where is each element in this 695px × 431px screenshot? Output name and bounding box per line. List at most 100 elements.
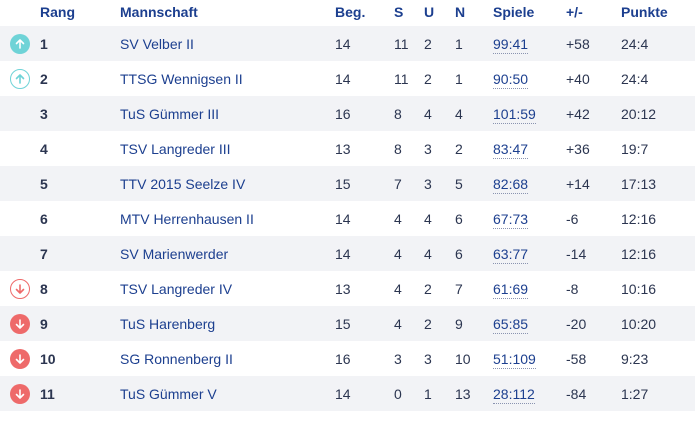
match-score-link[interactable]: 90:50 [493,70,529,89]
team-name[interactable]: TSV Langreder IV [120,280,233,297]
draws: 2 [424,70,432,87]
match-score-link[interactable]: 28:112 [493,385,535,404]
match-score[interactable]: 63:77 [493,236,566,271]
difference: +58 [566,35,590,52]
team-name[interactable]: SG Ronnenberg II [120,350,233,367]
draws: 3 [424,175,432,192]
header-s: S [394,4,404,20]
difference: +36 [566,140,590,157]
games-played: 14 [335,35,351,52]
trend-cell [0,306,40,341]
wins: 11 [394,35,409,52]
draws: 4 [424,210,432,227]
losses: 4 [455,105,463,122]
points: 12:16 [621,210,657,227]
match-score[interactable]: 51:109 [493,341,566,376]
match-score[interactable]: 90:50 [493,61,566,96]
match-score-link[interactable]: 63:77 [493,245,529,264]
header-row: Rang Mannschaft Beg. S U N Spiele +/- Pu… [0,0,695,26]
trend-cell [0,236,40,271]
table-row: 8 TSV Langreder IV 13 4 2 7 61:69 -8 10:16 [0,271,695,306]
games-played: 15 [335,315,351,332]
match-score[interactable]: 99:41 [493,26,566,61]
team-name[interactable]: TSV Langreder III [120,140,231,157]
team-name[interactable]: TuS Harenberg [120,315,216,332]
match-score-link[interactable]: 101:59 [493,105,536,124]
match-score-link[interactable]: 82:68 [493,175,529,194]
team-name[interactable]: TuS Gümmer V [120,385,217,402]
table-row: 2 TTSG Wennigsen II 14 11 2 1 90:50 +40 24:4 [0,61,695,96]
team-name[interactable]: TTSG Wennigsen II [120,70,243,87]
table-row: 6 MTV Herrenhausen II 14 4 4 6 67:73 -6 12:16 [0,201,695,236]
team-name[interactable]: MTV Herrenhausen II [120,210,254,227]
match-score-link[interactable]: 65:85 [493,315,529,334]
header-n: N [455,4,466,20]
table-row: 3 TuS Gümmer III 16 8 4 4 101:59 +42 20:12 [0,96,695,131]
points: 17:13 [621,175,657,192]
rank-cell: 6 [40,210,48,227]
points: 9:23 [621,350,649,367]
draws: 2 [424,315,432,332]
difference: -58 [566,350,587,367]
team-name[interactable]: TTV 2015 Seelze IV [120,175,246,192]
header-mannschaft: Mannschaft [120,4,198,20]
team-name[interactable]: SV Velber II [120,35,194,52]
trend-cell [0,376,40,411]
table-row: 4 TSV Langreder III 13 8 3 2 83:47 +36 19:7 [0,131,695,166]
header-u: U [424,4,435,20]
wins: 7 [394,175,402,192]
rank-cell: 11 [40,385,55,402]
match-score[interactable]: 82:68 [493,166,566,201]
match-score-link[interactable]: 67:73 [493,210,529,229]
difference: +40 [566,70,590,87]
match-score-link[interactable]: 83:47 [493,140,529,159]
trend-cell [0,201,40,236]
games-played: 14 [335,385,351,402]
trend-cell [0,61,40,96]
match-score[interactable]: 101:59 [493,96,566,131]
match-score[interactable]: 28:112 [493,376,566,411]
difference: -84 [566,385,587,402]
points: 12:16 [621,245,657,262]
losses: 1 [455,70,463,87]
difference: -6 [566,210,579,227]
games-played: 16 [335,350,351,367]
match-score-link[interactable]: 51:109 [493,350,536,369]
draws: 2 [424,35,432,52]
rank-cell: 9 [40,315,48,332]
match-score[interactable]: 65:85 [493,306,566,341]
team-name[interactable]: TuS Gümmer III [120,105,220,122]
draws: 4 [424,105,432,122]
wins: 8 [394,140,402,157]
losses: 9 [455,315,463,332]
difference: -20 [566,315,587,332]
table-row: 10 SG Ronnenberg II 16 3 3 10 51:109 -58 9:23 [0,341,695,376]
games-played: 14 [335,245,351,262]
losses: 13 [455,385,471,402]
header-spiele: Spiele [493,4,535,20]
points: 19:7 [621,140,649,157]
header-beg: Beg. [335,4,366,20]
losses: 7 [455,280,463,297]
losses: 2 [455,140,463,157]
table-row: 7 SV Marienwerder 14 4 4 6 63:77 -14 12:16 [0,236,695,271]
rank-cell: 1 [40,35,48,52]
trend-cell [0,26,40,61]
match-score-link[interactable]: 99:41 [493,35,529,54]
header-punkte: Punkte [621,4,668,20]
trend-cell [0,271,40,306]
points: 20:12 [621,105,657,122]
match-score[interactable]: 83:47 [493,131,566,166]
trend-cell [0,131,40,166]
table-row: 11 TuS Gümmer V 14 0 1 13 28:112 -84 1:27 [0,376,695,411]
match-score-link[interactable]: 61:69 [493,280,529,299]
losses: 10 [455,350,471,367]
match-score[interactable]: 67:73 [493,201,566,236]
table-row: 9 TuS Harenberg 15 4 2 9 65:85 -20 10:20 [0,306,695,341]
draws: 2 [424,280,432,297]
arrow-up-icon [10,33,30,54]
match-score[interactable]: 61:69 [493,271,566,306]
draws: 1 [424,385,432,402]
wins: 3 [394,350,402,367]
team-name[interactable]: SV Marienwerder [120,245,229,262]
